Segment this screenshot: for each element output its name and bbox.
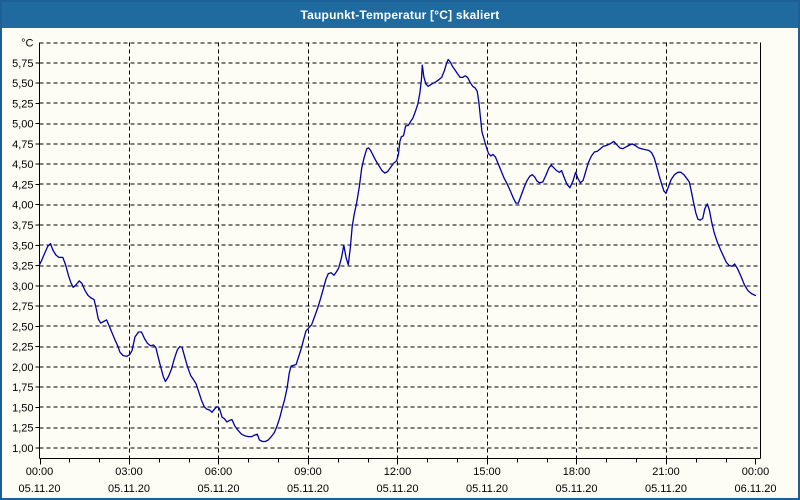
- chart-area: 5,75 5,50 5,25 5,00 4,75 4,50 4,25 4,00 3,75 3,50…: [2, 28, 798, 498]
- title-bar: Taupunkt-Temperatur [°C] skaliert: [2, 2, 798, 28]
- y-axis-label: 3,50: [12, 240, 33, 252]
- x-axis-time-label: 15:00: [473, 466, 501, 478]
- y-axis-label: 2,75: [12, 301, 33, 313]
- y-axis-label: 2,25: [12, 342, 33, 354]
- page-title: Taupunkt-Temperatur [°C] skaliert: [300, 8, 500, 22]
- x-axis-time-label: 00:00: [742, 466, 770, 478]
- y-axis-label: 3,25: [12, 261, 33, 273]
- y-axis-label: 5,00: [12, 119, 33, 131]
- y-axis-label: 4,25: [12, 179, 33, 191]
- x-axis-date-label: 05.11.20: [108, 483, 150, 495]
- y-axis-label: 3,75: [12, 220, 33, 232]
- y-axis-label: 5,25: [12, 98, 33, 110]
- x-axis-time-label: 00:00: [26, 466, 54, 478]
- y-axis-label: 1,75: [12, 382, 33, 394]
- y-axis-label: 4,50: [12, 159, 33, 171]
- y-axis-label: 4,75: [12, 139, 33, 151]
- x-axis-time-label: 09:00: [294, 466, 322, 478]
- x-axis-date-label: 05.11.20: [555, 483, 597, 495]
- x-axis-date-label: 05.11.20: [466, 483, 508, 495]
- y-axis-label: 1,00: [12, 443, 33, 455]
- y-axis-label: 5,50: [12, 78, 33, 90]
- y-axis-label: 5,75: [12, 58, 33, 70]
- x-axis-date-label: 05.11.20: [18, 483, 60, 495]
- x-axis-time-label: 18:00: [563, 466, 591, 478]
- y-axis-unit-label: °C: [21, 38, 33, 50]
- x-axis-time-label: 03:00: [115, 466, 143, 478]
- y-axis-label: 1,50: [12, 402, 33, 414]
- y-axis-label: 2,00: [12, 362, 33, 374]
- x-axis-date-label: 05.11.20: [376, 483, 418, 495]
- x-axis-date-label: 05.11.20: [645, 483, 687, 495]
- x-axis-time-label: 06:00: [205, 466, 233, 478]
- x-axis-date-label: 05.11.20: [197, 483, 239, 495]
- x-axis-date-label: 05.11.20: [287, 483, 329, 495]
- y-axis-label: 3,00: [12, 281, 33, 293]
- chart-svg: 5,75 5,50 5,25 5,00 4,75 4,50 4,25 4,00 3,75 3,50…: [12, 38, 776, 496]
- x-axis-date-label: 06.11.20: [734, 483, 776, 495]
- x-axis-time-label: 12:00: [384, 466, 412, 478]
- y-axis-label: 1,25: [12, 423, 33, 435]
- x-axis-time-label: 21:00: [652, 466, 680, 478]
- series-line: [38, 58, 757, 443]
- y-axis-label: 4,00: [12, 200, 33, 212]
- y-axis-label: 2,50: [12, 321, 33, 333]
